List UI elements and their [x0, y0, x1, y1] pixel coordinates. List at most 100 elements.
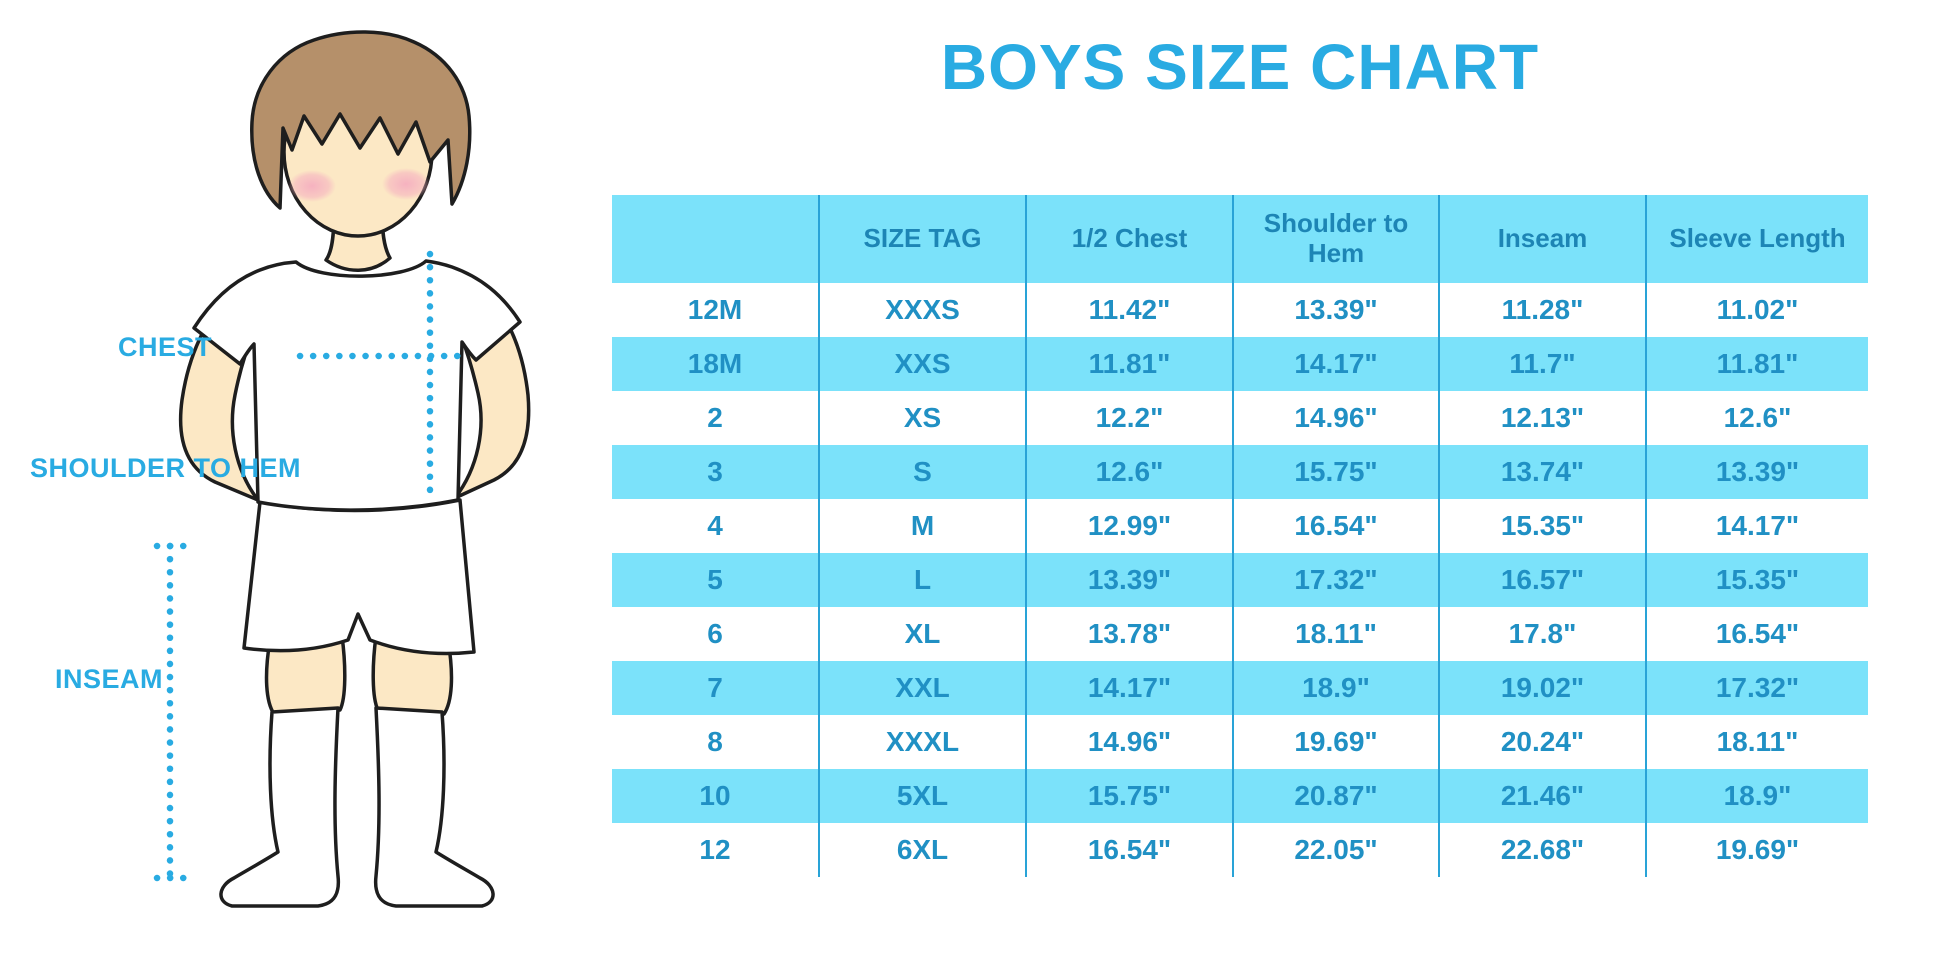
table-cell: L [818, 553, 1026, 607]
table-cell: 11.7" [1438, 337, 1646, 391]
boy-figure-illustration [153, 30, 531, 908]
table-cell: 12.6" [1645, 391, 1868, 445]
table-cell: 19.02" [1438, 661, 1646, 715]
table-cell: 12.2" [1025, 391, 1233, 445]
boy-blush-left [288, 170, 336, 202]
table-cell: 11.02" [1645, 283, 1868, 337]
table-cell: 11.81" [1025, 337, 1233, 391]
table-cell: 14.96" [1025, 715, 1233, 769]
table-cell: 16.54" [1645, 607, 1868, 661]
table-cell: 18.11" [1645, 715, 1868, 769]
table-cell: 13.74" [1438, 445, 1646, 499]
table-cell: XS [818, 391, 1026, 445]
table-cell: 13.78" [1025, 607, 1233, 661]
column-header: SIZE TAG [818, 195, 1026, 283]
boy-shirt [192, 259, 522, 512]
table-cell: 10 [612, 769, 819, 823]
table-row: 2 XS 12.2" 14.96" 12.13" 12.6" [612, 391, 1868, 445]
chest-label: CHEST [118, 332, 213, 362]
table-cell: 4 [707, 510, 723, 541]
boy-hair [250, 30, 472, 210]
table-cell: 14.17" [1025, 661, 1233, 715]
table-cell: 11.28" [1438, 283, 1646, 337]
table-cell: 18.9" [1232, 661, 1439, 715]
table-cell: 22.68" [1438, 823, 1646, 877]
table-cell: 16.57" [1438, 553, 1646, 607]
table-cell: 7 [612, 661, 819, 715]
table-cell: S [818, 445, 1026, 499]
column-header: Shoulder to Hem [1232, 195, 1439, 283]
table-row: 3 S 12.6" 15.75" 13.74" 13.39" [612, 445, 1868, 499]
table-row: 4 M 12.99" 16.54" 15.35" 14.17" [612, 499, 1868, 553]
table-cell: 2 [707, 402, 723, 433]
table-cell: XXXS [818, 283, 1026, 337]
table-cell: 5XL [818, 769, 1026, 823]
table-row: 10 5XL 15.75" 20.87" 21.46" 18.9" [612, 769, 1868, 823]
table-cell: 15.35" [1438, 499, 1646, 553]
header-row: SIZE TAG 1/2 Chest Shoulder to Hem Inseam Sl… [612, 195, 1868, 283]
table-cell: 21.46" [1438, 769, 1646, 823]
table-cell: 5 [612, 553, 819, 607]
table-cell: 12 [699, 834, 731, 865]
table-cell: 17.32" [1645, 661, 1868, 715]
table-cell: 20.87" [1232, 769, 1439, 823]
table-row: 12 6XL 16.54" 22.05" 22.68" 19.69" [612, 823, 1868, 877]
boy-shorts [242, 498, 476, 656]
column-header: 1/2 Chest [1025, 195, 1233, 283]
chart-panel: BOYS SIZE CHART SIZE TAG 1/2 Chest Shoulde… [612, 0, 1868, 973]
table-cell: 14.96" [1232, 391, 1439, 445]
table-cell: M [818, 499, 1026, 553]
table-cell: 17.8" [1438, 607, 1646, 661]
table-cell: 12.99" [1025, 499, 1233, 553]
table-cell: XXS [818, 337, 1026, 391]
table-cell: 13.39" [1232, 283, 1439, 337]
table-cell: XL [818, 607, 1026, 661]
table-cell: 12.13" [1438, 391, 1646, 445]
table-cell: XXL [818, 661, 1026, 715]
table-row: 6 XL 13.78" 18.11" 17.8" 16.54" [612, 607, 1868, 661]
table-cell: 14.17" [1232, 337, 1439, 391]
table-cell: 18.9" [1645, 769, 1868, 823]
table-row: 5 L 13.39" 17.32" 16.57" 15.35" [612, 553, 1868, 607]
table-row: 8 XXXL 14.96" 19.69" 20.24" 18.11" [612, 715, 1868, 769]
table-cell: XXXL [818, 715, 1026, 769]
boy-left-leg [264, 634, 347, 716]
table-cell: 14.17" [1645, 499, 1868, 553]
table-cell: 19.69" [1645, 823, 1868, 877]
boy-right-sock [373, 706, 495, 908]
column-header [612, 195, 819, 283]
table-cell: 20.24" [1438, 715, 1646, 769]
table-cell: 12M [687, 294, 743, 325]
table-cell: 15.75" [1025, 769, 1233, 823]
table-row: 7 XXL 14.17" 18.9" 19.02" 17.32" [612, 661, 1868, 715]
table-cell: 13.39" [1645, 445, 1868, 499]
table-row: 18M XXS 11.81" 14.17" 11.7" 11.81" [612, 337, 1868, 391]
table-row: 12M XXXS 11.42" 13.39" 11.28" 11.02" [612, 283, 1868, 337]
boy-right-leg [371, 634, 454, 716]
table-cell: 15.75" [1232, 445, 1439, 499]
table-cell: 19.69" [1232, 715, 1439, 769]
table-cell: 15.35" [1645, 553, 1868, 607]
table-cell: 22.05" [1232, 823, 1439, 877]
figure-panel: CHEST SHOULDER TO HEM INSEAM [0, 0, 600, 973]
table-cell: 18.11" [1232, 607, 1439, 661]
table-cell: 17.32" [1232, 553, 1439, 607]
table-cell: 18M [612, 337, 819, 391]
table-cell: 16.54" [1232, 499, 1439, 553]
shoulder-to-hem-label: SHOULDER TO HEM [30, 453, 302, 483]
table-cell: 3 [612, 445, 819, 499]
inseam-label: INSEAM [55, 664, 164, 694]
table-cell: 12.6" [1025, 445, 1233, 499]
page-title: BOYS SIZE CHART [940, 31, 1540, 103]
size-chart-table: SIZE TAG 1/2 Chest Shoulder to Hem Inseam Sl… [612, 195, 1868, 877]
table-cell: 6XL [818, 823, 1026, 877]
table-cell: 6 [707, 618, 723, 649]
column-header: Sleeve Length [1645, 195, 1868, 283]
table-cell: 16.54" [1025, 823, 1233, 877]
table-cell: 13.39" [1025, 553, 1233, 607]
boy-blush-right [382, 168, 430, 200]
table-cell: 11.81" [1645, 337, 1868, 391]
table-body: 12M XXXS 11.42" 13.39" 11.28" 11.02" 18M XXS 11.… [612, 283, 1868, 877]
boy-left-sock [219, 706, 341, 908]
